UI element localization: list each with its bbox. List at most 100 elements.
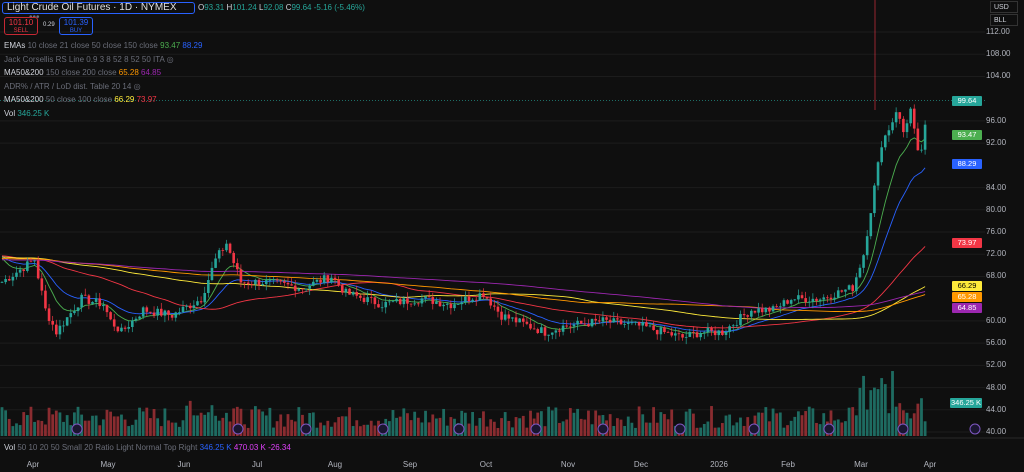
volume-bar xyxy=(406,413,409,436)
volume-bar xyxy=(797,411,800,436)
volume-bar xyxy=(152,408,156,436)
volume-bar xyxy=(912,413,916,436)
candle xyxy=(449,303,453,309)
volume-bar xyxy=(717,427,721,436)
volume-bar xyxy=(873,387,876,436)
price-axis-label: 80.00 xyxy=(986,204,1007,214)
volume-bar xyxy=(51,414,55,436)
candle xyxy=(380,307,384,309)
volume-bar xyxy=(655,422,659,436)
candle xyxy=(156,308,159,316)
volume-bar xyxy=(644,422,648,436)
volume-bar xyxy=(308,413,312,436)
price-axis-label: 76.00 xyxy=(986,227,1007,237)
volume-bar xyxy=(786,425,789,436)
volume-bar xyxy=(203,414,207,436)
candle xyxy=(417,303,420,305)
candle xyxy=(141,307,145,317)
volume-bar xyxy=(196,415,199,436)
volume-bar xyxy=(561,421,565,436)
time-axis-label: Sep xyxy=(402,460,418,469)
candle xyxy=(768,307,771,312)
price-axis-label: 72.00 xyxy=(986,249,1007,259)
volume-bar xyxy=(898,403,902,436)
volume-bar xyxy=(330,426,333,436)
volume-bar xyxy=(572,412,576,436)
candle xyxy=(565,325,569,327)
volume-bar xyxy=(76,406,80,436)
volume-bar xyxy=(254,406,257,436)
volume-bar xyxy=(854,415,858,436)
candle xyxy=(199,301,203,303)
candle xyxy=(406,298,409,304)
event-marker-icon xyxy=(530,423,542,435)
buy-button[interactable]: 101.39 BUY xyxy=(59,17,93,35)
volume-bar xyxy=(905,412,909,436)
volume-bar xyxy=(804,411,808,436)
ma200-line xyxy=(1,259,926,309)
candle xyxy=(855,277,858,292)
candle xyxy=(185,305,188,307)
event-marker-icon xyxy=(969,423,981,435)
indicator-legend[interactable]: ADR% / ATR / LoD dist. Table 20 14 ◎ xyxy=(4,82,141,91)
volume-bar xyxy=(844,421,847,436)
volume-bar xyxy=(431,414,435,436)
candle xyxy=(826,297,829,299)
volume-bar xyxy=(7,418,11,436)
candle xyxy=(94,298,98,302)
candle xyxy=(188,305,192,309)
candle xyxy=(409,303,413,305)
candle xyxy=(322,275,326,283)
volume-bar xyxy=(496,427,500,436)
candle xyxy=(583,323,587,325)
volume-bar xyxy=(351,426,355,436)
candle xyxy=(493,305,496,307)
price-tag: 64.85 xyxy=(952,302,982,313)
indicator-legend[interactable]: EMAs 10 close 21 close 50 close 150 clos… xyxy=(4,41,202,50)
candle xyxy=(619,319,623,325)
time-axis-label: Mar xyxy=(854,460,868,469)
volume-bar xyxy=(858,387,862,436)
volume-bar xyxy=(311,412,315,436)
candle xyxy=(178,312,181,313)
volume-bar xyxy=(619,419,623,436)
volume-bar xyxy=(713,427,717,436)
volume-legend[interactable]: Vol 50 10 20 50 Small 20 Ratio Light Nor… xyxy=(4,443,291,452)
currency-select[interactable]: USD xyxy=(990,1,1018,13)
candle xyxy=(102,304,105,307)
eye-hidden-icon[interactable]: ◎ xyxy=(133,81,141,91)
candle xyxy=(909,108,912,124)
unit-select[interactable]: BLL xyxy=(990,14,1018,26)
eye-hidden-icon[interactable]: ◎ xyxy=(166,54,174,64)
candle xyxy=(373,297,377,305)
candle xyxy=(221,250,225,251)
candle xyxy=(261,284,264,286)
candle xyxy=(355,292,359,296)
candle xyxy=(540,327,543,334)
symbol-name: Light Crude Oil Futures · 1D · NYMEX xyxy=(7,2,177,13)
candle xyxy=(293,285,297,291)
symbol-title[interactable]: Light Crude Oil Futures · 1D · NYMEX ••• xyxy=(2,2,195,23)
volume-bar xyxy=(590,424,594,436)
volume-bar xyxy=(286,414,290,436)
candle xyxy=(203,292,207,303)
candle xyxy=(36,260,40,279)
candle xyxy=(598,320,601,322)
candle xyxy=(750,310,753,317)
indicator-legend[interactable]: MA50&200 150 close 200 close 65.28 64.85 xyxy=(4,68,161,77)
volume-bar xyxy=(923,421,927,436)
candle xyxy=(264,280,268,285)
volume-bar xyxy=(565,419,569,436)
indicator-legend[interactable]: MA50&200 50 close 100 close 66.29 73.97 xyxy=(4,95,157,104)
volume-bar xyxy=(4,410,8,436)
candle xyxy=(601,317,605,322)
sell-button[interactable]: 101.10 SELL xyxy=(4,17,38,35)
time-axis-label: Jul xyxy=(251,460,263,469)
candle xyxy=(876,162,880,186)
volume-bar xyxy=(529,410,532,436)
indicator-legend[interactable]: Vol 346.25 K xyxy=(4,109,49,118)
volume-bar xyxy=(731,425,735,436)
indicator-legend[interactable]: Jack Corsellis RS Line 0.9 3 8 52 8 52 5… xyxy=(4,55,174,64)
candle xyxy=(637,321,641,326)
